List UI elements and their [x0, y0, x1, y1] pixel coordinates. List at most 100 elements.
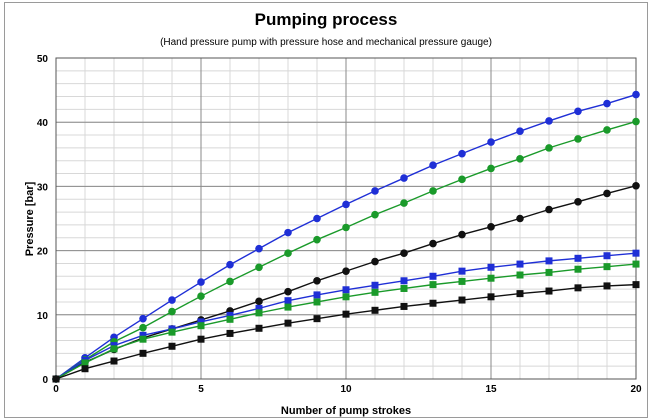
data-point [603, 252, 611, 260]
data-point [342, 200, 350, 209]
data-point [632, 181, 640, 190]
data-point [487, 223, 495, 231]
data-point [342, 310, 350, 318]
data-point [342, 267, 350, 275]
data-point [545, 257, 553, 265]
data-point [429, 272, 437, 280]
tick-labels: 0 5 10 15 20 0 10 20 30 40 50 [37, 54, 642, 395]
data-point [400, 284, 408, 292]
data-point [139, 331, 147, 339]
data-point [545, 205, 553, 214]
data-point [313, 291, 321, 299]
data-point [458, 149, 466, 158]
data-point [313, 298, 321, 306]
data-point [574, 198, 582, 206]
data-point [284, 303, 292, 311]
data-point [197, 318, 205, 326]
data-point [458, 267, 466, 275]
data-point [255, 309, 263, 317]
data-point [81, 359, 89, 367]
data-point [371, 210, 379, 219]
data-point [458, 277, 466, 285]
data-point [458, 296, 466, 304]
data-point [400, 277, 408, 285]
data-point [574, 135, 582, 143]
data-point [574, 254, 582, 262]
data-point [342, 286, 350, 294]
data-point [226, 315, 234, 323]
y-axis-label: Pressure [bar] [24, 181, 36, 256]
data-point [516, 271, 524, 279]
y-tick-label: 40 [37, 118, 49, 129]
data-point [487, 274, 495, 282]
data-point [371, 281, 379, 289]
data-point [139, 314, 147, 323]
data-point [516, 260, 524, 268]
data-point [110, 345, 118, 353]
data-point [284, 228, 292, 237]
data-point [429, 161, 437, 170]
data-point [516, 290, 524, 298]
data-point [255, 244, 263, 253]
data-point [603, 282, 611, 290]
data-point [139, 323, 147, 332]
y-tick-label: 20 [37, 247, 49, 258]
data-point [255, 304, 263, 312]
data-point [487, 138, 495, 146]
data-point [632, 249, 640, 257]
data-point [371, 257, 379, 266]
data-point [226, 311, 234, 319]
series-1 [52, 90, 640, 383]
data-point [52, 375, 60, 383]
data-point [632, 117, 640, 126]
data-point [545, 117, 553, 125]
y-tick-label: 0 [42, 375, 48, 386]
data-point [458, 230, 466, 239]
data-point [284, 297, 292, 305]
data-point [632, 260, 640, 268]
x-axis-label: Number of pump strokes [281, 405, 411, 417]
series-6 [52, 281, 640, 383]
x-tick-label: 0 [53, 384, 59, 395]
data-point [574, 284, 582, 292]
data-point [429, 281, 437, 289]
data-point [574, 265, 582, 273]
data-point [313, 315, 321, 323]
data-point [197, 292, 205, 300]
data-point [81, 365, 89, 373]
data-point [168, 328, 176, 336]
x-tick-label: 5 [198, 384, 204, 395]
data-point [429, 299, 437, 307]
data-point [342, 293, 350, 301]
data-point [487, 164, 495, 173]
data-point [632, 281, 640, 289]
data-point [197, 335, 205, 343]
data-point [632, 90, 640, 99]
data-point [255, 297, 263, 306]
data-point [603, 99, 611, 108]
data-point [313, 214, 321, 223]
chart-title: Pumping process [254, 10, 398, 29]
y-tick-label: 10 [37, 311, 49, 322]
data-point [574, 107, 582, 116]
series-layer [52, 90, 640, 383]
data-point [255, 324, 263, 332]
data-point [603, 126, 611, 134]
data-point [226, 329, 234, 337]
data-point [545, 287, 553, 295]
series-5 [52, 260, 640, 383]
data-point [313, 235, 321, 244]
chart-subtitle: (Hand pressure pump with pressure hose a… [160, 37, 492, 48]
data-point [400, 174, 408, 182]
data-point [197, 322, 205, 330]
data-point [168, 342, 176, 350]
data-point [226, 277, 234, 286]
x-tick-label: 10 [340, 384, 352, 395]
data-point [110, 357, 118, 365]
data-point [545, 144, 553, 152]
data-point [168, 307, 176, 316]
data-point [226, 260, 234, 269]
data-point [284, 287, 292, 296]
data-point [516, 154, 524, 163]
data-point [139, 335, 147, 343]
